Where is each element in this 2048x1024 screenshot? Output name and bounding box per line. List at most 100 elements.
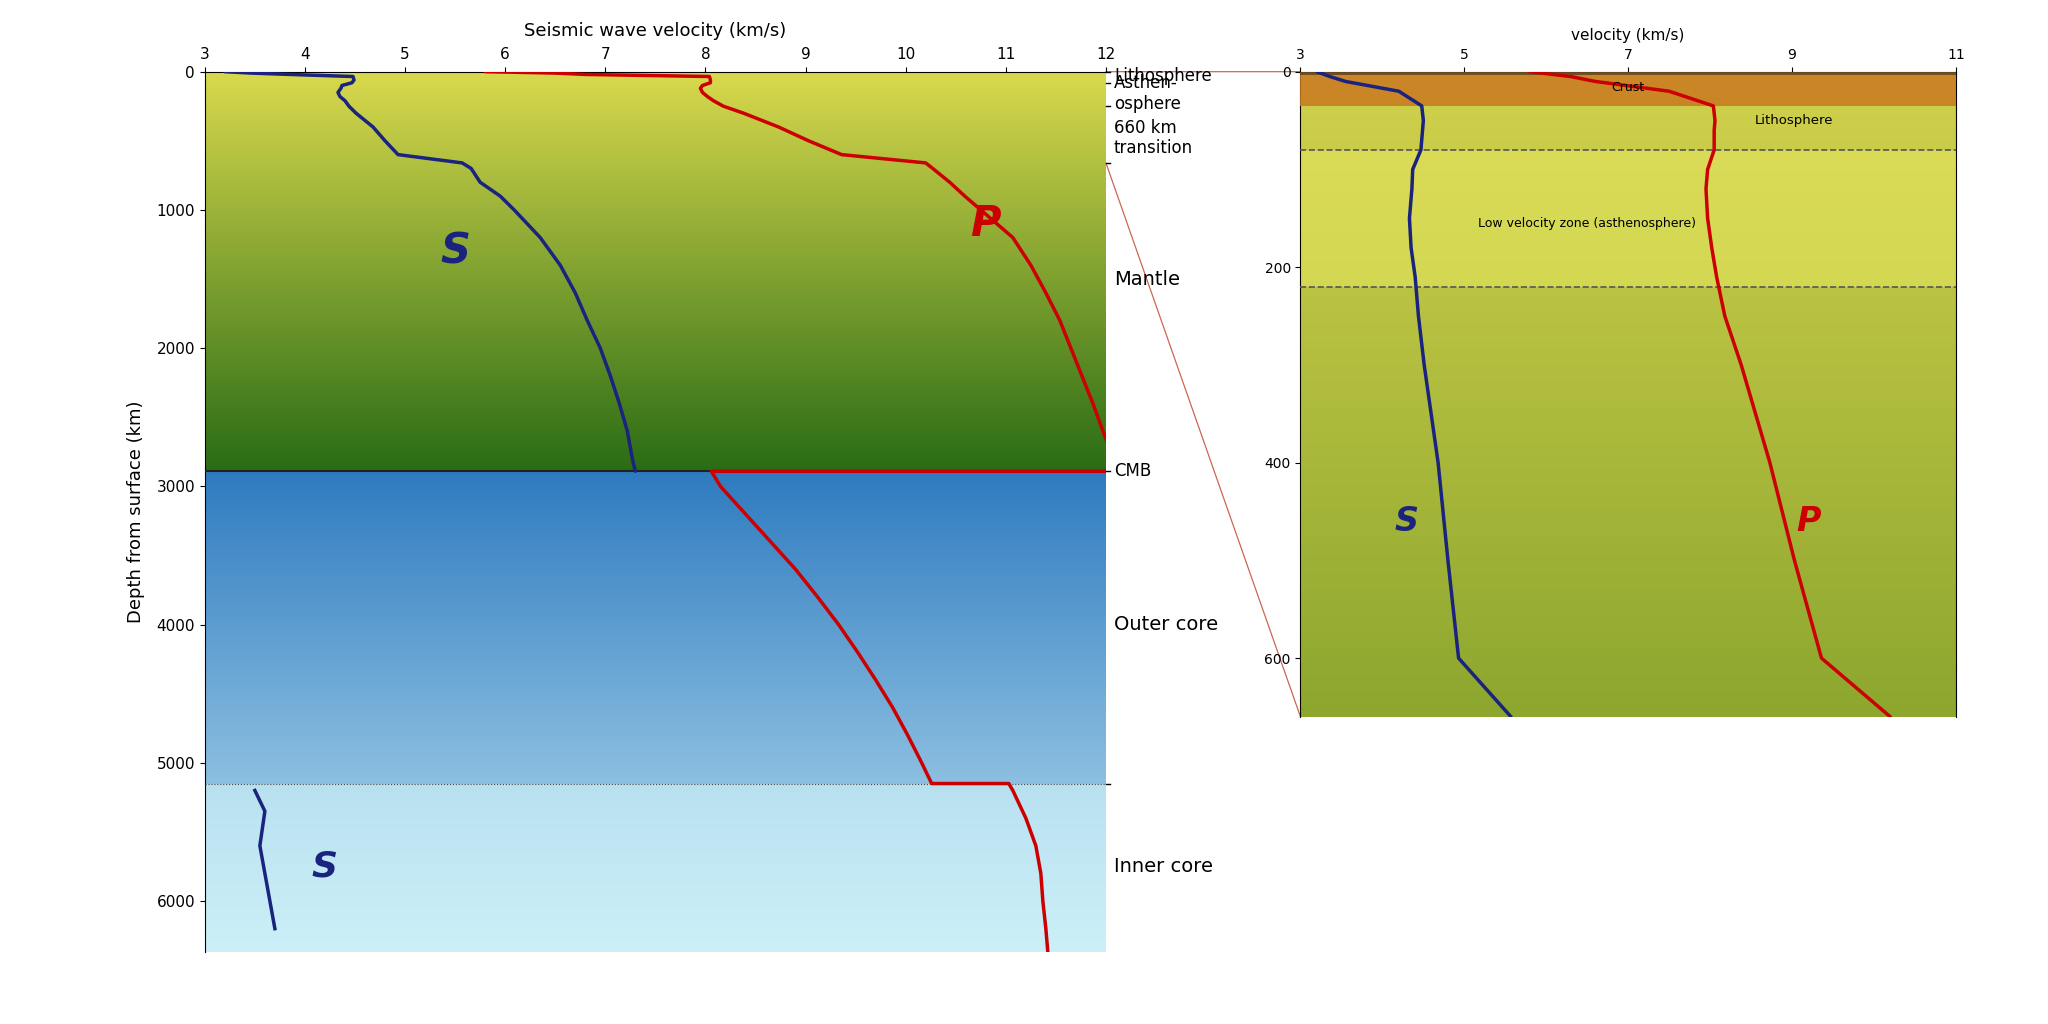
Bar — [1300, 441, 1956, 442]
Bar — [1300, 399, 1956, 400]
Bar — [205, 874, 1106, 877]
Bar — [205, 592, 1106, 593]
Bar — [205, 932, 1106, 934]
Bar — [205, 637, 1106, 638]
Bar — [1300, 302, 1956, 304]
Bar — [1300, 193, 1956, 195]
Bar — [205, 515, 1106, 516]
Bar — [1300, 468, 1956, 470]
Bar — [205, 873, 1106, 874]
Bar — [1300, 116, 1956, 117]
Bar — [1300, 391, 1956, 392]
Bar — [205, 861, 1106, 863]
Bar — [205, 726, 1106, 727]
Bar — [1300, 517, 1956, 518]
Bar — [205, 644, 1106, 645]
Bar — [1300, 423, 1956, 425]
Bar — [1300, 183, 1956, 184]
Bar — [205, 729, 1106, 730]
Bar — [205, 713, 1106, 714]
Bar — [205, 509, 1106, 510]
Bar — [1300, 544, 1956, 546]
Bar — [1300, 74, 1956, 75]
Bar — [205, 633, 1106, 634]
Bar — [1300, 285, 1956, 286]
Bar — [205, 627, 1106, 628]
Bar — [1300, 649, 1956, 650]
Text: Crust: Crust — [1612, 81, 1645, 94]
Bar — [1300, 417, 1956, 419]
Bar — [1300, 330, 1956, 332]
Bar — [1300, 689, 1956, 691]
Bar — [205, 600, 1106, 601]
Bar — [1300, 638, 1956, 639]
Bar — [205, 786, 1106, 788]
Bar — [205, 892, 1106, 893]
Bar — [1300, 254, 1956, 256]
Bar — [1300, 403, 1956, 406]
Bar — [1300, 265, 1956, 267]
Bar — [1300, 696, 1956, 697]
Bar — [205, 556, 1106, 557]
Bar — [1300, 263, 1956, 265]
Bar — [205, 546, 1106, 547]
Bar — [205, 744, 1106, 745]
Bar — [205, 939, 1106, 940]
Bar — [205, 516, 1106, 517]
Bar — [205, 591, 1106, 592]
Bar — [1300, 88, 1956, 89]
Bar — [1300, 199, 1956, 201]
Bar — [1300, 288, 1956, 290]
Bar — [205, 607, 1106, 608]
Bar — [205, 703, 1106, 705]
Bar — [205, 488, 1106, 489]
Bar — [1300, 691, 1956, 692]
Bar — [1300, 307, 1956, 309]
Bar — [205, 655, 1106, 656]
Bar — [205, 485, 1106, 486]
Bar — [205, 510, 1106, 511]
Bar — [205, 499, 1106, 500]
Bar — [1300, 214, 1956, 215]
Bar — [1300, 374, 1956, 375]
Bar — [1300, 358, 1956, 360]
Bar — [205, 616, 1106, 617]
Bar — [1300, 369, 1956, 370]
Bar — [205, 718, 1106, 719]
Bar — [205, 687, 1106, 688]
Bar — [205, 558, 1106, 559]
Bar — [1300, 291, 1956, 293]
Bar — [205, 587, 1106, 588]
Bar — [1300, 237, 1956, 238]
Bar — [205, 519, 1106, 520]
Bar — [205, 942, 1106, 944]
Bar — [205, 474, 1106, 475]
Bar — [205, 630, 1106, 631]
Bar — [1300, 144, 1956, 145]
Bar — [1300, 187, 1956, 189]
Bar — [205, 947, 1106, 949]
Bar — [1300, 602, 1956, 604]
Bar — [1300, 639, 1956, 641]
Bar — [1300, 523, 1956, 525]
Bar — [205, 669, 1106, 670]
Bar — [205, 902, 1106, 903]
Bar — [1300, 99, 1956, 100]
Bar — [1300, 419, 1956, 420]
Bar — [1300, 562, 1956, 563]
Bar — [205, 814, 1106, 815]
Bar — [205, 827, 1106, 829]
Bar — [1300, 607, 1956, 608]
Bar — [205, 765, 1106, 766]
Bar — [205, 812, 1106, 814]
Bar — [1300, 506, 1956, 507]
Bar — [1300, 260, 1956, 262]
Bar — [1300, 357, 1956, 358]
Bar — [205, 709, 1106, 710]
Bar — [1300, 380, 1956, 381]
Bar — [1300, 86, 1956, 88]
Bar — [1300, 643, 1956, 644]
Bar — [205, 666, 1106, 667]
Bar — [205, 758, 1106, 759]
Bar — [1300, 165, 1956, 167]
